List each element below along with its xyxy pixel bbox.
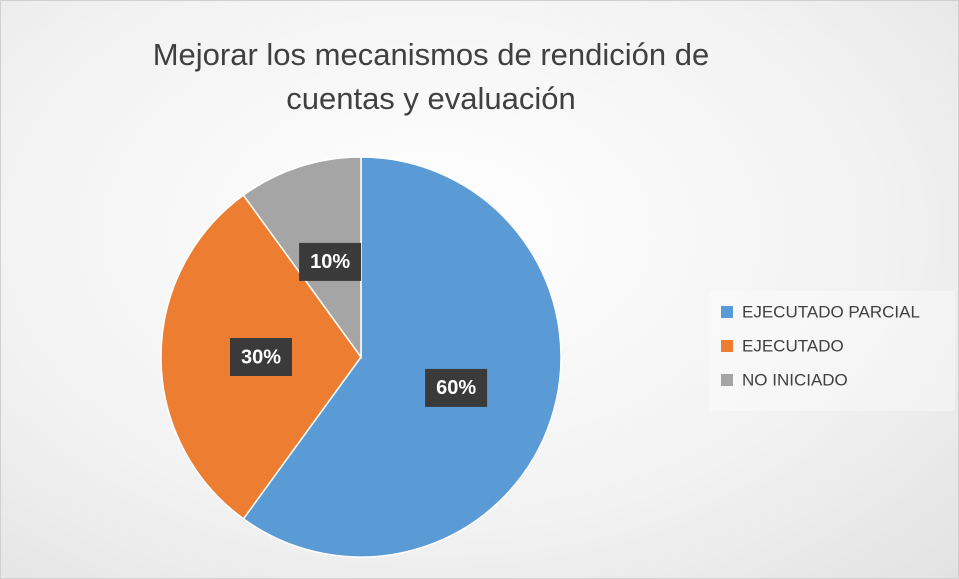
legend-swatch — [721, 374, 733, 386]
data-label-box — [230, 338, 292, 376]
legend-swatch — [721, 306, 733, 318]
data-label-box — [299, 242, 362, 281]
legend-label: EJECUTADO PARCIAL — [742, 302, 920, 321]
data-label-box — [425, 368, 488, 407]
legend-label: NO INICIADO — [742, 370, 848, 389]
data-label: 30% — [241, 346, 281, 368]
data-label: 60% — [436, 377, 476, 399]
legend-swatch — [721, 340, 733, 352]
data-label: 10% — [310, 251, 350, 273]
chart-title: Mejorar los mecanismos de rendición de c… — [152, 37, 710, 116]
legend-box — [709, 291, 955, 411]
pie-slice — [242, 156, 562, 558]
legend-label: EJECUTADO — [742, 336, 844, 355]
